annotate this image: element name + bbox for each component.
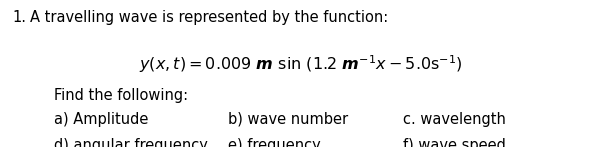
- Text: 1.: 1.: [12, 10, 26, 25]
- Text: f) wave speed: f) wave speed: [403, 138, 505, 147]
- Text: b) wave number: b) wave number: [228, 112, 349, 127]
- Text: $y(x,t) = 0.009\ \boldsymbol{m}\ \mathrm{sin}\ (1.2\ \boldsymbol{m}^{-1}x - 5.0\: $y(x,t) = 0.009\ \boldsymbol{m}\ \mathrm…: [139, 53, 462, 75]
- Text: a) Amplitude: a) Amplitude: [54, 112, 148, 127]
- Text: e) frequency: e) frequency: [228, 138, 321, 147]
- Text: A travelling wave is represented by the function:: A travelling wave is represented by the …: [30, 10, 388, 25]
- Text: Find the following:: Find the following:: [54, 88, 188, 103]
- Text: d) angular frequency: d) angular frequency: [54, 138, 208, 147]
- Text: c. wavelength: c. wavelength: [403, 112, 505, 127]
